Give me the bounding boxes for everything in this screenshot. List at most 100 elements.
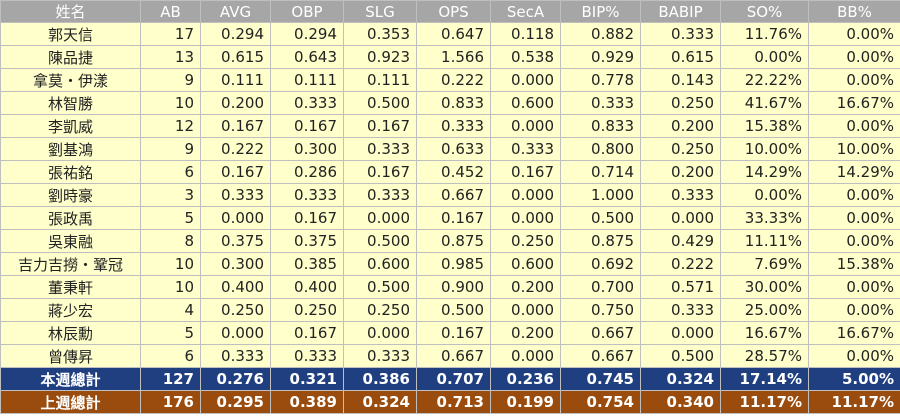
stat-cell: 0.429 — [640, 229, 721, 253]
stat-cell: 9 — [140, 68, 201, 92]
summary-cell: 0.713 — [416, 390, 491, 414]
stat-cell: 0.000 — [490, 298, 561, 322]
stat-cell: 0.833 — [560, 114, 641, 138]
stat-cell: 25.00% — [720, 298, 809, 322]
stat-cell: 11.11% — [720, 229, 809, 253]
stat-cell: 0.333 — [560, 91, 641, 115]
summary-cell: 17.14% — [720, 367, 809, 391]
stat-cell: 0.714 — [560, 160, 641, 184]
summary-cell: 0.386 — [343, 367, 417, 391]
table-body: 郭天信 17 0.294 0.294 0.353 0.647 0.118 0.882 0.333… — [0, 22, 900, 414]
stat-cell: 12 — [140, 114, 201, 138]
stat-cell: 0.00% — [808, 344, 900, 368]
stat-cell: 0.294 — [270, 22, 344, 46]
stat-cell: 0.222 — [640, 252, 721, 276]
stat-cell: 6 — [140, 344, 201, 368]
stat-cell: 9 — [140, 137, 201, 161]
player-name: 張祐銘 — [0, 160, 141, 184]
stat-cell: 0.800 — [560, 137, 641, 161]
summary-row: 本週總計 127 0.276 0.321 0.386 0.707 0.236 0.745 0.3… — [0, 367, 900, 391]
summary-cell: 0.321 — [270, 367, 344, 391]
player-name: 拿莫・伊漾 — [0, 68, 141, 92]
stat-cell: 0.111 — [200, 68, 271, 92]
stat-cell: 6 — [140, 160, 201, 184]
stat-cell: 0.667 — [560, 344, 641, 368]
data-row: 吉力吉撈・鞏冠 10 0.300 0.385 0.600 0.985 0.600 0.692 0… — [0, 252, 900, 276]
header-cell: OBP — [270, 0, 344, 23]
stat-cell: 0.200 — [490, 275, 561, 299]
stat-cell: 1.566 — [416, 45, 491, 69]
header-cell: SO% — [720, 0, 809, 23]
stat-cell: 0.200 — [640, 160, 721, 184]
summary-cell: 0.324 — [640, 367, 721, 391]
stat-cell: 0.923 — [343, 45, 417, 69]
data-row: 蔣少宏 4 0.250 0.250 0.250 0.500 0.000 0.750 0.333 2… — [0, 298, 900, 322]
data-row: 林辰勳 5 0.000 0.167 0.000 0.167 0.200 0.667 0.000 1… — [0, 321, 900, 345]
player-name: 劉時豪 — [0, 183, 141, 207]
stat-cell: 0.00% — [808, 298, 900, 322]
stat-cell: 0.200 — [490, 321, 561, 345]
header-cell: SLG — [343, 0, 417, 23]
stat-cell: 0.250 — [200, 298, 271, 322]
summary-cell: 11.17% — [720, 390, 809, 414]
header-cell: AVG — [200, 0, 271, 23]
stat-cell: 10 — [140, 275, 201, 299]
data-row: 陳品捷 13 0.615 0.643 0.923 1.566 0.538 0.929 0.615… — [0, 45, 900, 69]
header-cell: OPS — [416, 0, 491, 23]
stat-cell: 0.250 — [490, 229, 561, 253]
stat-cell: 0.000 — [490, 206, 561, 230]
stat-cell: 0.538 — [490, 45, 561, 69]
stat-cell: 0.333 — [343, 183, 417, 207]
player-name: 李凱威 — [0, 114, 141, 138]
header-cell: AB — [140, 0, 201, 23]
stat-cell: 0.167 — [343, 160, 417, 184]
stat-cell: 0.600 — [490, 91, 561, 115]
stat-cell: 0.667 — [560, 321, 641, 345]
stat-cell: 0.750 — [560, 298, 641, 322]
stat-cell: 0.333 — [200, 344, 271, 368]
data-row: 董秉軒 10 0.400 0.400 0.500 0.900 0.200 0.700 0.571… — [0, 275, 900, 299]
stat-cell: 0.667 — [416, 183, 491, 207]
stat-cell: 0.647 — [416, 22, 491, 46]
player-name: 陳品捷 — [0, 45, 141, 69]
summary-cell: 0.707 — [416, 367, 491, 391]
stat-cell: 0.500 — [560, 206, 641, 230]
stat-cell: 0.600 — [490, 252, 561, 276]
header-cell: BB% — [808, 0, 900, 23]
stat-cell: 8 — [140, 229, 201, 253]
summary-label: 上週總計 — [0, 390, 141, 414]
stat-cell: 0.692 — [560, 252, 641, 276]
stat-cell: 41.67% — [720, 91, 809, 115]
stat-cell: 0.400 — [200, 275, 271, 299]
stat-cell: 0.250 — [640, 137, 721, 161]
data-row: 曾傳昇 6 0.333 0.333 0.333 0.667 0.000 0.667 0.500 2… — [0, 344, 900, 368]
stat-cell: 0.00% — [808, 183, 900, 207]
stat-cell: 0.111 — [270, 68, 344, 92]
stat-cell: 0.200 — [200, 91, 271, 115]
stat-cell: 0.167 — [416, 321, 491, 345]
stat-cell: 0.385 — [270, 252, 344, 276]
stat-cell: 10 — [140, 91, 201, 115]
stat-cell: 15.38% — [808, 252, 900, 276]
stat-cell: 3 — [140, 183, 201, 207]
summary-cell: 11.17% — [808, 390, 900, 414]
stat-cell: 16.67% — [808, 321, 900, 345]
stat-cell: 0.333 — [270, 183, 344, 207]
stat-cell: 0.375 — [200, 229, 271, 253]
stat-cell: 0.00% — [808, 275, 900, 299]
stat-cell: 0.500 — [343, 229, 417, 253]
stat-cell: 0.000 — [490, 183, 561, 207]
stat-cell: 0.700 — [560, 275, 641, 299]
player-name: 郭天信 — [0, 22, 141, 46]
header-cell: BIP% — [560, 0, 641, 23]
stat-cell: 0.000 — [200, 206, 271, 230]
stat-cell: 0.778 — [560, 68, 641, 92]
stat-cell: 0.333 — [490, 137, 561, 161]
header-cell: BABIP — [640, 0, 721, 23]
stat-cell: 0.333 — [416, 114, 491, 138]
stat-cell: 0.143 — [640, 68, 721, 92]
summary-cell: 0.236 — [490, 367, 561, 391]
header-row: 姓名 AB AVG OBP SLG OPS SecA BIP% BABIP SO% BB% — [0, 0, 900, 23]
stat-cell: 0.200 — [640, 114, 721, 138]
